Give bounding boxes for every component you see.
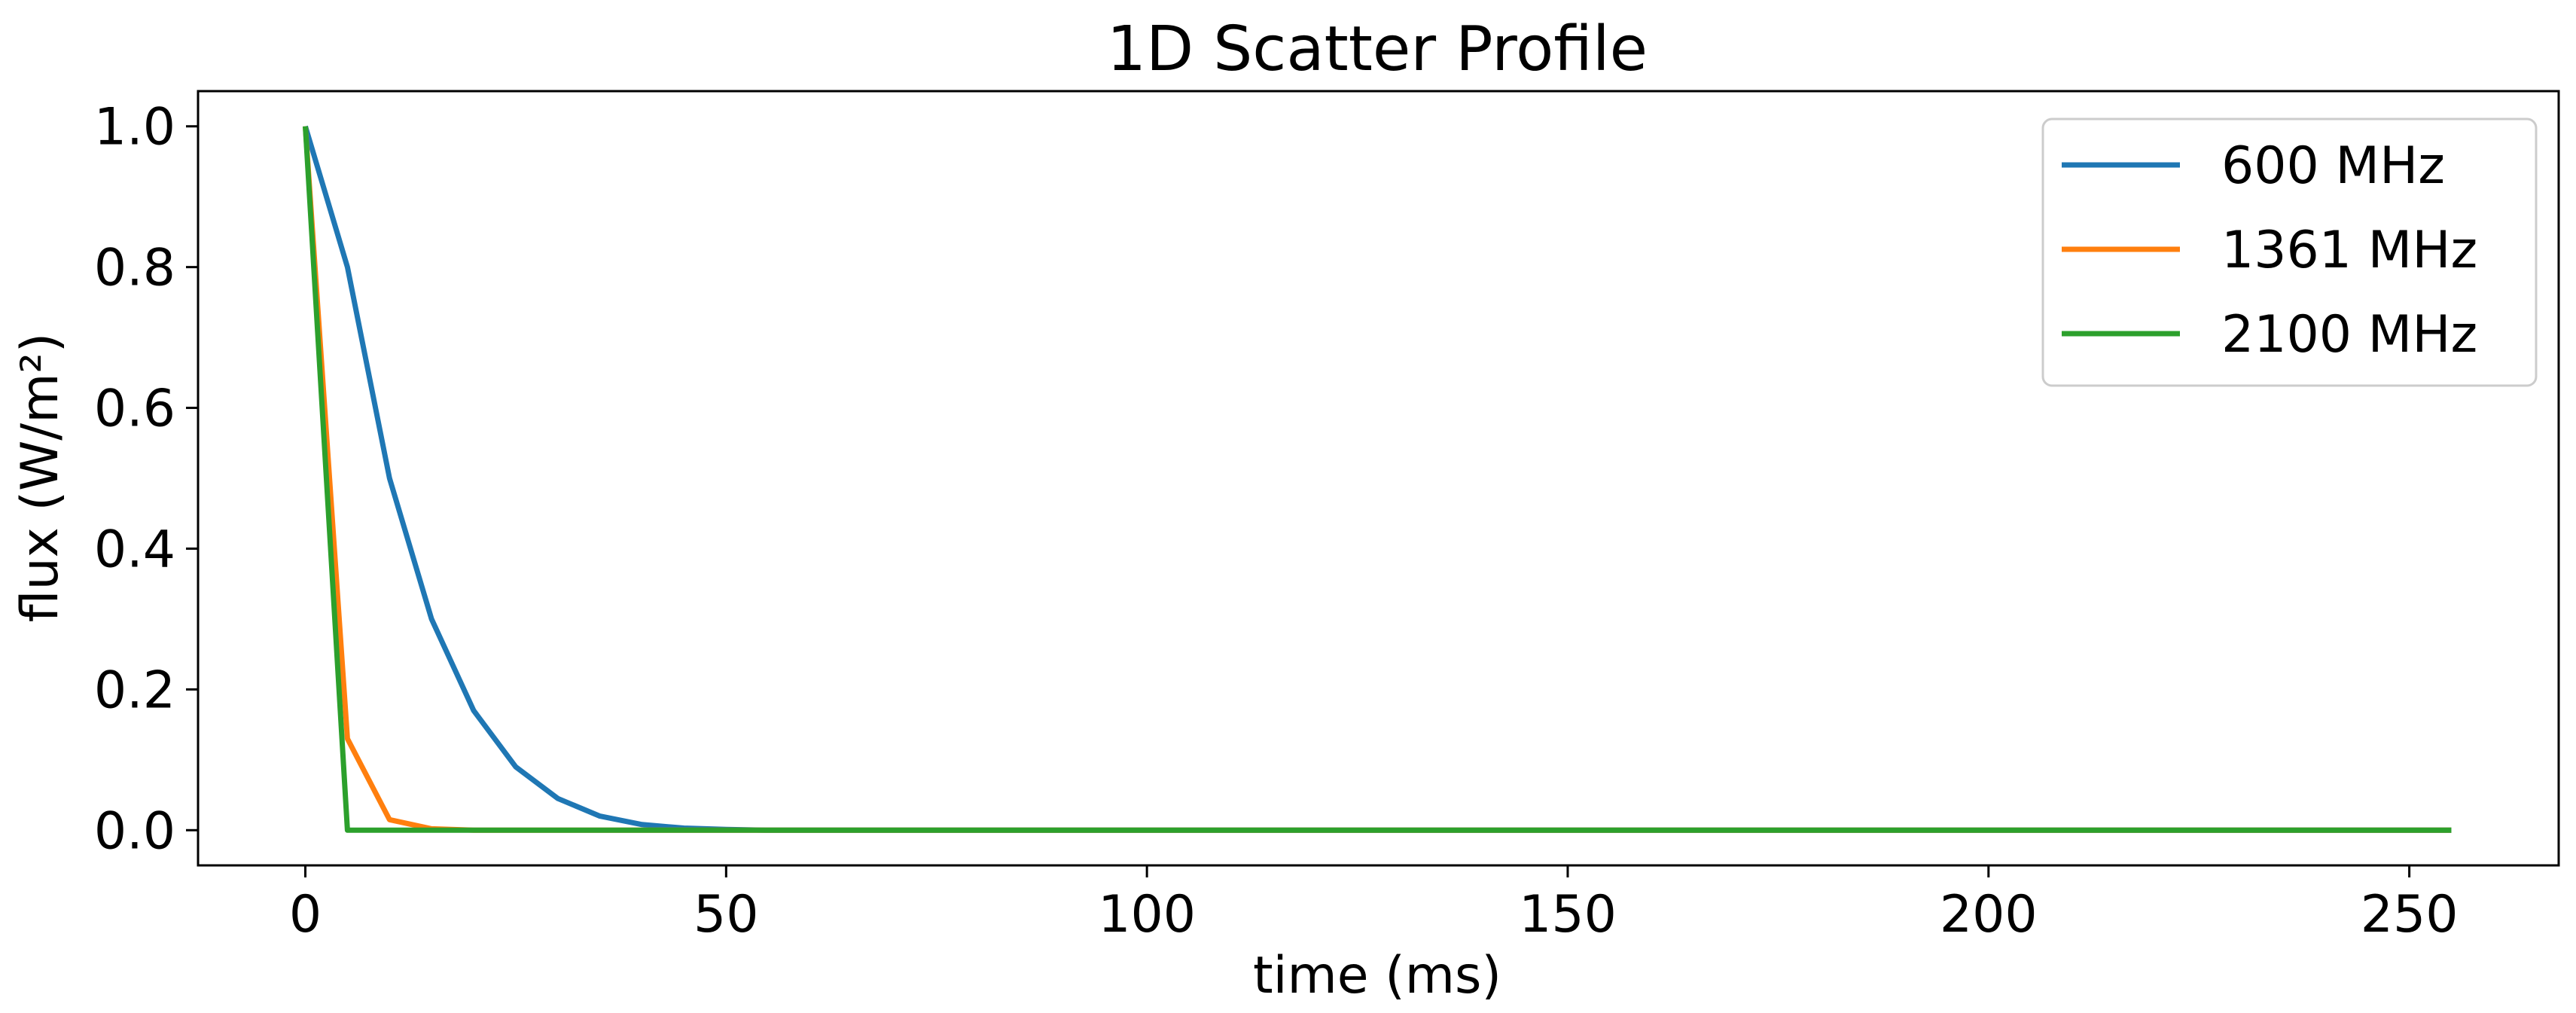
legend-label: 1361 MHz	[2221, 221, 2477, 280]
x-tick-label: 50	[694, 885, 759, 944]
x-tick-label: 0	[289, 885, 322, 944]
plot-frame	[197, 90, 2560, 867]
plot-area	[303, 125, 2452, 833]
y-tick-label: 0.2	[94, 661, 175, 720]
x-axis: 0 50 100 150 200 250	[289, 865, 2459, 944]
y-tick-label: 0.0	[94, 801, 175, 861]
x-tick-label: 100	[1098, 885, 1196, 944]
legend-label: 600 MHz	[2221, 136, 2445, 196]
x-tick-label: 200	[1940, 885, 2038, 944]
x-axis-label: time (ms)	[1253, 946, 1501, 1005]
legend-box	[2041, 117, 2538, 387]
x-tick-label: 150	[1519, 885, 1617, 944]
series-line-3	[303, 126, 2452, 833]
y-tick-label: 0.6	[94, 380, 175, 439]
y-tick-label: 1.0	[94, 98, 175, 157]
y-tick-label: 0.8	[94, 239, 175, 298]
y-axis: 0.0 0.2 0.4 0.6 0.8 1.0	[94, 98, 198, 861]
legend: 600 MHz 1361 MHz 2100 MHz	[2041, 117, 2538, 387]
x-tick-label: 250	[2361, 885, 2459, 944]
chart-title: 1D Scatter Profile	[1107, 14, 1648, 85]
legend-label: 2100 MHz	[2221, 305, 2477, 365]
y-axis-label: flux (W/m²)	[11, 333, 70, 623]
y-tick-label: 0.4	[94, 520, 175, 579]
